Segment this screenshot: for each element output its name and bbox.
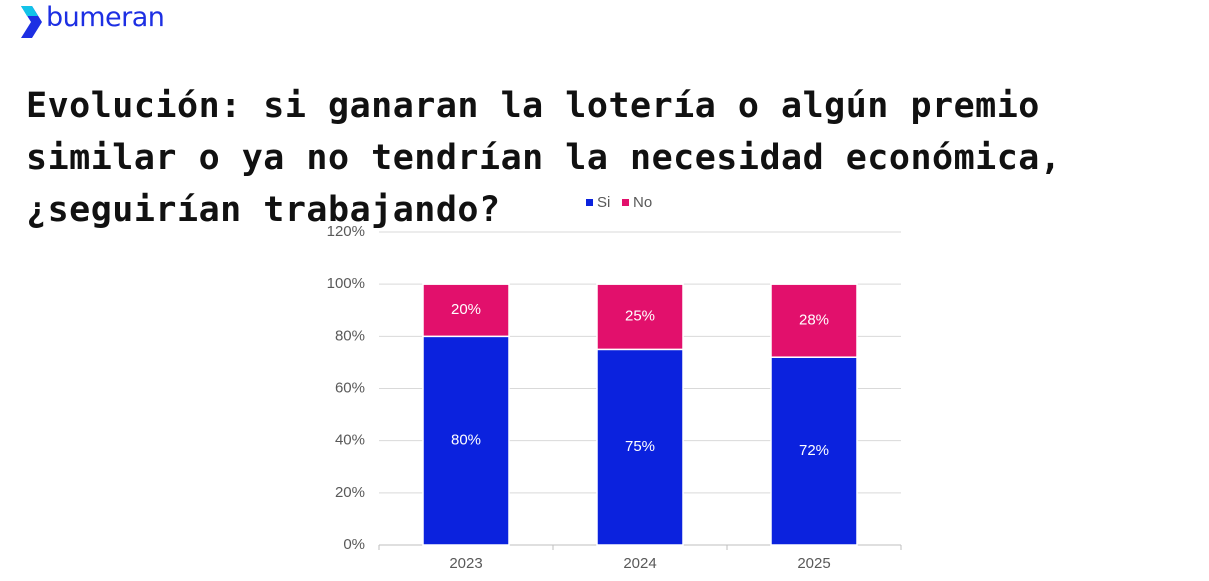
y-tick-label: 60% (335, 379, 365, 396)
data-label: 25% (625, 308, 655, 325)
brand-name: bumeran (46, 2, 165, 33)
y-tick-label: 0% (343, 536, 365, 553)
y-tick-label: 100% (327, 275, 365, 292)
x-tick-label: 2023 (449, 555, 482, 572)
bar-segment (596, 283, 684, 351)
y-tick-label: 120% (327, 223, 365, 240)
legend-swatch (586, 199, 593, 206)
data-label: 72% (799, 442, 829, 459)
y-tick-label: 20% (335, 484, 365, 501)
bar-segment (596, 348, 684, 546)
logo-icon (21, 6, 42, 38)
x-tick-label: 2025 (797, 555, 830, 572)
data-label: 75% (625, 438, 655, 455)
x-tick-label: 2024 (623, 555, 656, 572)
legend-swatch (622, 199, 629, 206)
chart-title: Evolución: si ganaran la lotería o algún… (26, 86, 1062, 230)
y-tick-label: 80% (335, 327, 365, 344)
bar-segment (770, 356, 858, 546)
y-tick-label: 40% (335, 432, 365, 449)
data-label: 20% (451, 301, 481, 318)
legend-label: No (633, 194, 652, 211)
data-label: 80% (451, 432, 481, 449)
legend-label: Si (597, 194, 610, 211)
bar-segment (770, 283, 858, 358)
data-label: 28% (799, 312, 829, 329)
bar-segment (422, 283, 510, 338)
